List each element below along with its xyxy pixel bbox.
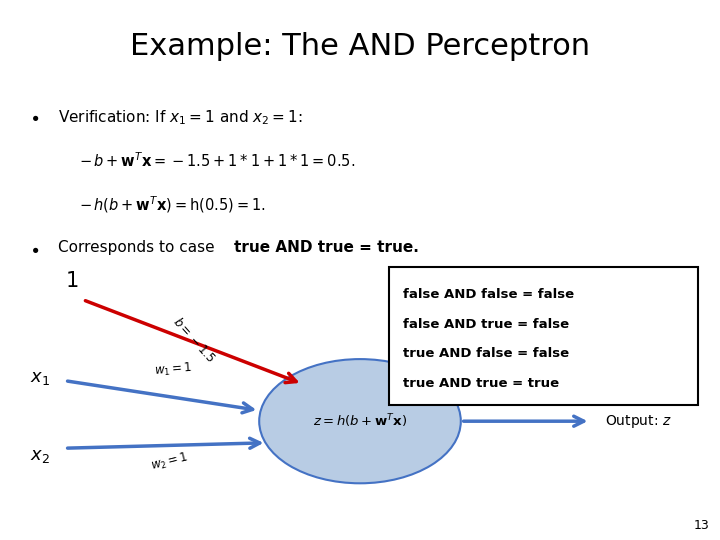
- Text: true AND false = false: true AND false = false: [403, 347, 570, 360]
- Text: $z = h(b + \mathbf{w}^T\mathbf{x})$: $z = h(b + \mathbf{w}^T\mathbf{x})$: [312, 413, 408, 430]
- Text: $\bullet$: $\bullet$: [29, 108, 39, 126]
- Text: Example: The AND Perceptron: Example: The AND Perceptron: [130, 32, 590, 62]
- Text: 13: 13: [693, 519, 709, 532]
- Text: Corresponds to case: Corresponds to case: [58, 240, 219, 255]
- Text: $w_1 = 1$: $w_1 = 1$: [153, 361, 192, 379]
- Text: false AND false = false: false AND false = false: [403, 288, 575, 301]
- Ellipse shape: [259, 359, 461, 483]
- Text: $-\,b + \mathbf{w}^T\mathbf{x} = -1.5 + 1 * 1 + 1 * 1 = 0.5.$: $-\,b + \mathbf{w}^T\mathbf{x} = -1.5 + …: [79, 151, 356, 170]
- Text: 1: 1: [66, 271, 78, 291]
- Text: Verification: If $x_1 = 1$ and $x_2 = 1$:: Verification: If $x_1 = 1$ and $x_2 = 1$…: [58, 108, 302, 127]
- Text: $x_2$: $x_2$: [30, 447, 50, 465]
- Text: false AND true = false: false AND true = false: [403, 318, 570, 331]
- Text: $b = -1.5$: $b = -1.5$: [171, 315, 218, 366]
- Text: true AND true = true: true AND true = true: [403, 377, 559, 390]
- Text: $w_2 = 1$: $w_2 = 1$: [149, 450, 189, 474]
- FancyBboxPatch shape: [389, 267, 698, 405]
- Text: $\bullet$: $\bullet$: [29, 240, 39, 258]
- Text: $x_1$: $x_1$: [30, 369, 50, 387]
- Text: Output: $z$: Output: $z$: [605, 413, 672, 430]
- Text: true AND true = true.: true AND true = true.: [234, 240, 419, 255]
- Text: $-\,h(b + \mathbf{w}^T\mathbf{x}) = \mathrm{h}(0.5) = 1.$: $-\,h(b + \mathbf{w}^T\mathbf{x}) = \mat…: [79, 194, 266, 215]
